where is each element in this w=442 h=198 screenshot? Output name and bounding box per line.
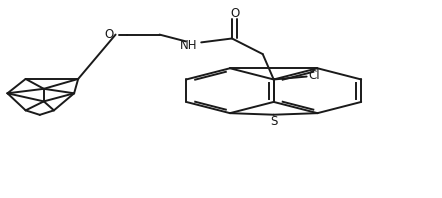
Text: NH: NH xyxy=(180,39,198,52)
Text: O: O xyxy=(230,7,239,20)
Text: Cl: Cl xyxy=(309,69,320,82)
Text: O: O xyxy=(104,28,114,41)
Text: S: S xyxy=(270,115,278,128)
